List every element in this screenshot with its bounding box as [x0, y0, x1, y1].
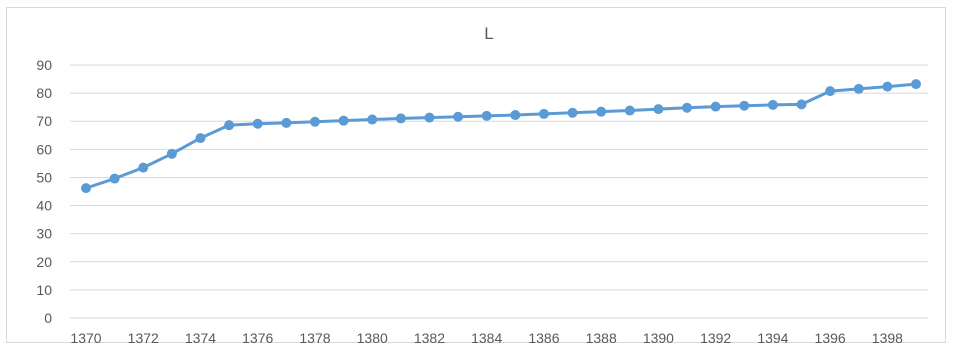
x-tick-label: 1374 — [185, 330, 216, 346]
data-point — [338, 115, 349, 126]
data-point — [538, 108, 549, 119]
data-point — [395, 113, 406, 124]
x-tick-label: 1370 — [70, 330, 101, 346]
x-tick-label: 1390 — [643, 330, 674, 346]
data-point — [825, 86, 836, 97]
x-tick-label: 1372 — [128, 330, 159, 346]
x-tick-label: 1378 — [299, 330, 330, 346]
x-tick-label: 1396 — [815, 330, 846, 346]
y-tick-label: 30 — [36, 226, 52, 242]
data-point — [911, 79, 921, 90]
data-point — [567, 107, 578, 118]
data-point — [224, 120, 235, 131]
y-tick-label: 60 — [36, 141, 52, 157]
data-point — [596, 106, 607, 117]
data-point — [653, 104, 664, 115]
y-tick-label: 90 — [36, 57, 52, 73]
y-axis-ticks: 0 10 20 30 40 50 60 70 80 90 — [36, 57, 52, 326]
y-tick-label: 80 — [36, 85, 52, 101]
data-point — [367, 114, 378, 125]
x-tick-label: 1388 — [586, 330, 617, 346]
data-point — [81, 183, 91, 194]
chart-title: L — [484, 24, 493, 43]
y-tick-label: 70 — [36, 113, 52, 129]
data-point — [166, 148, 177, 159]
x-tick-label: 1398 — [872, 330, 903, 346]
x-tick-label: 1392 — [700, 330, 731, 346]
data-point — [481, 110, 492, 121]
y-tick-label: 20 — [36, 254, 52, 270]
x-tick-label: 1386 — [528, 330, 559, 346]
x-axis-ticks: 1370 1372 1374 1376 1378 1380 1382 1384 1386 1388… — [70, 330, 903, 346]
series-line — [85, 82, 917, 190]
y-tick-label: 10 — [36, 282, 52, 298]
gridlines — [70, 64, 928, 319]
y-tick-label: 50 — [36, 169, 52, 185]
data-point — [281, 117, 292, 128]
data-point — [109, 173, 120, 184]
data-point — [882, 81, 893, 92]
data-point — [739, 100, 750, 111]
chart-frame — [6, 7, 946, 343]
data-point — [510, 110, 521, 121]
data-point — [424, 112, 435, 123]
x-tick-label: 1394 — [757, 330, 788, 346]
data-point — [453, 111, 464, 122]
data-point — [138, 162, 149, 173]
data-point — [682, 102, 693, 113]
data-point — [853, 83, 864, 94]
series — [81, 79, 921, 194]
x-tick-label: 1384 — [471, 330, 502, 346]
data-point — [767, 99, 778, 110]
x-tick-label: 1380 — [357, 330, 388, 346]
x-tick-label: 1382 — [414, 330, 445, 346]
data-point — [796, 99, 807, 110]
data-point — [252, 118, 263, 129]
data-point — [710, 101, 721, 112]
y-tick-label: 40 — [36, 198, 52, 214]
data-point — [309, 116, 320, 127]
data-point — [624, 105, 635, 116]
y-tick-label: 0 — [44, 310, 52, 326]
x-tick-label: 1376 — [242, 330, 273, 346]
data-point — [195, 133, 206, 144]
